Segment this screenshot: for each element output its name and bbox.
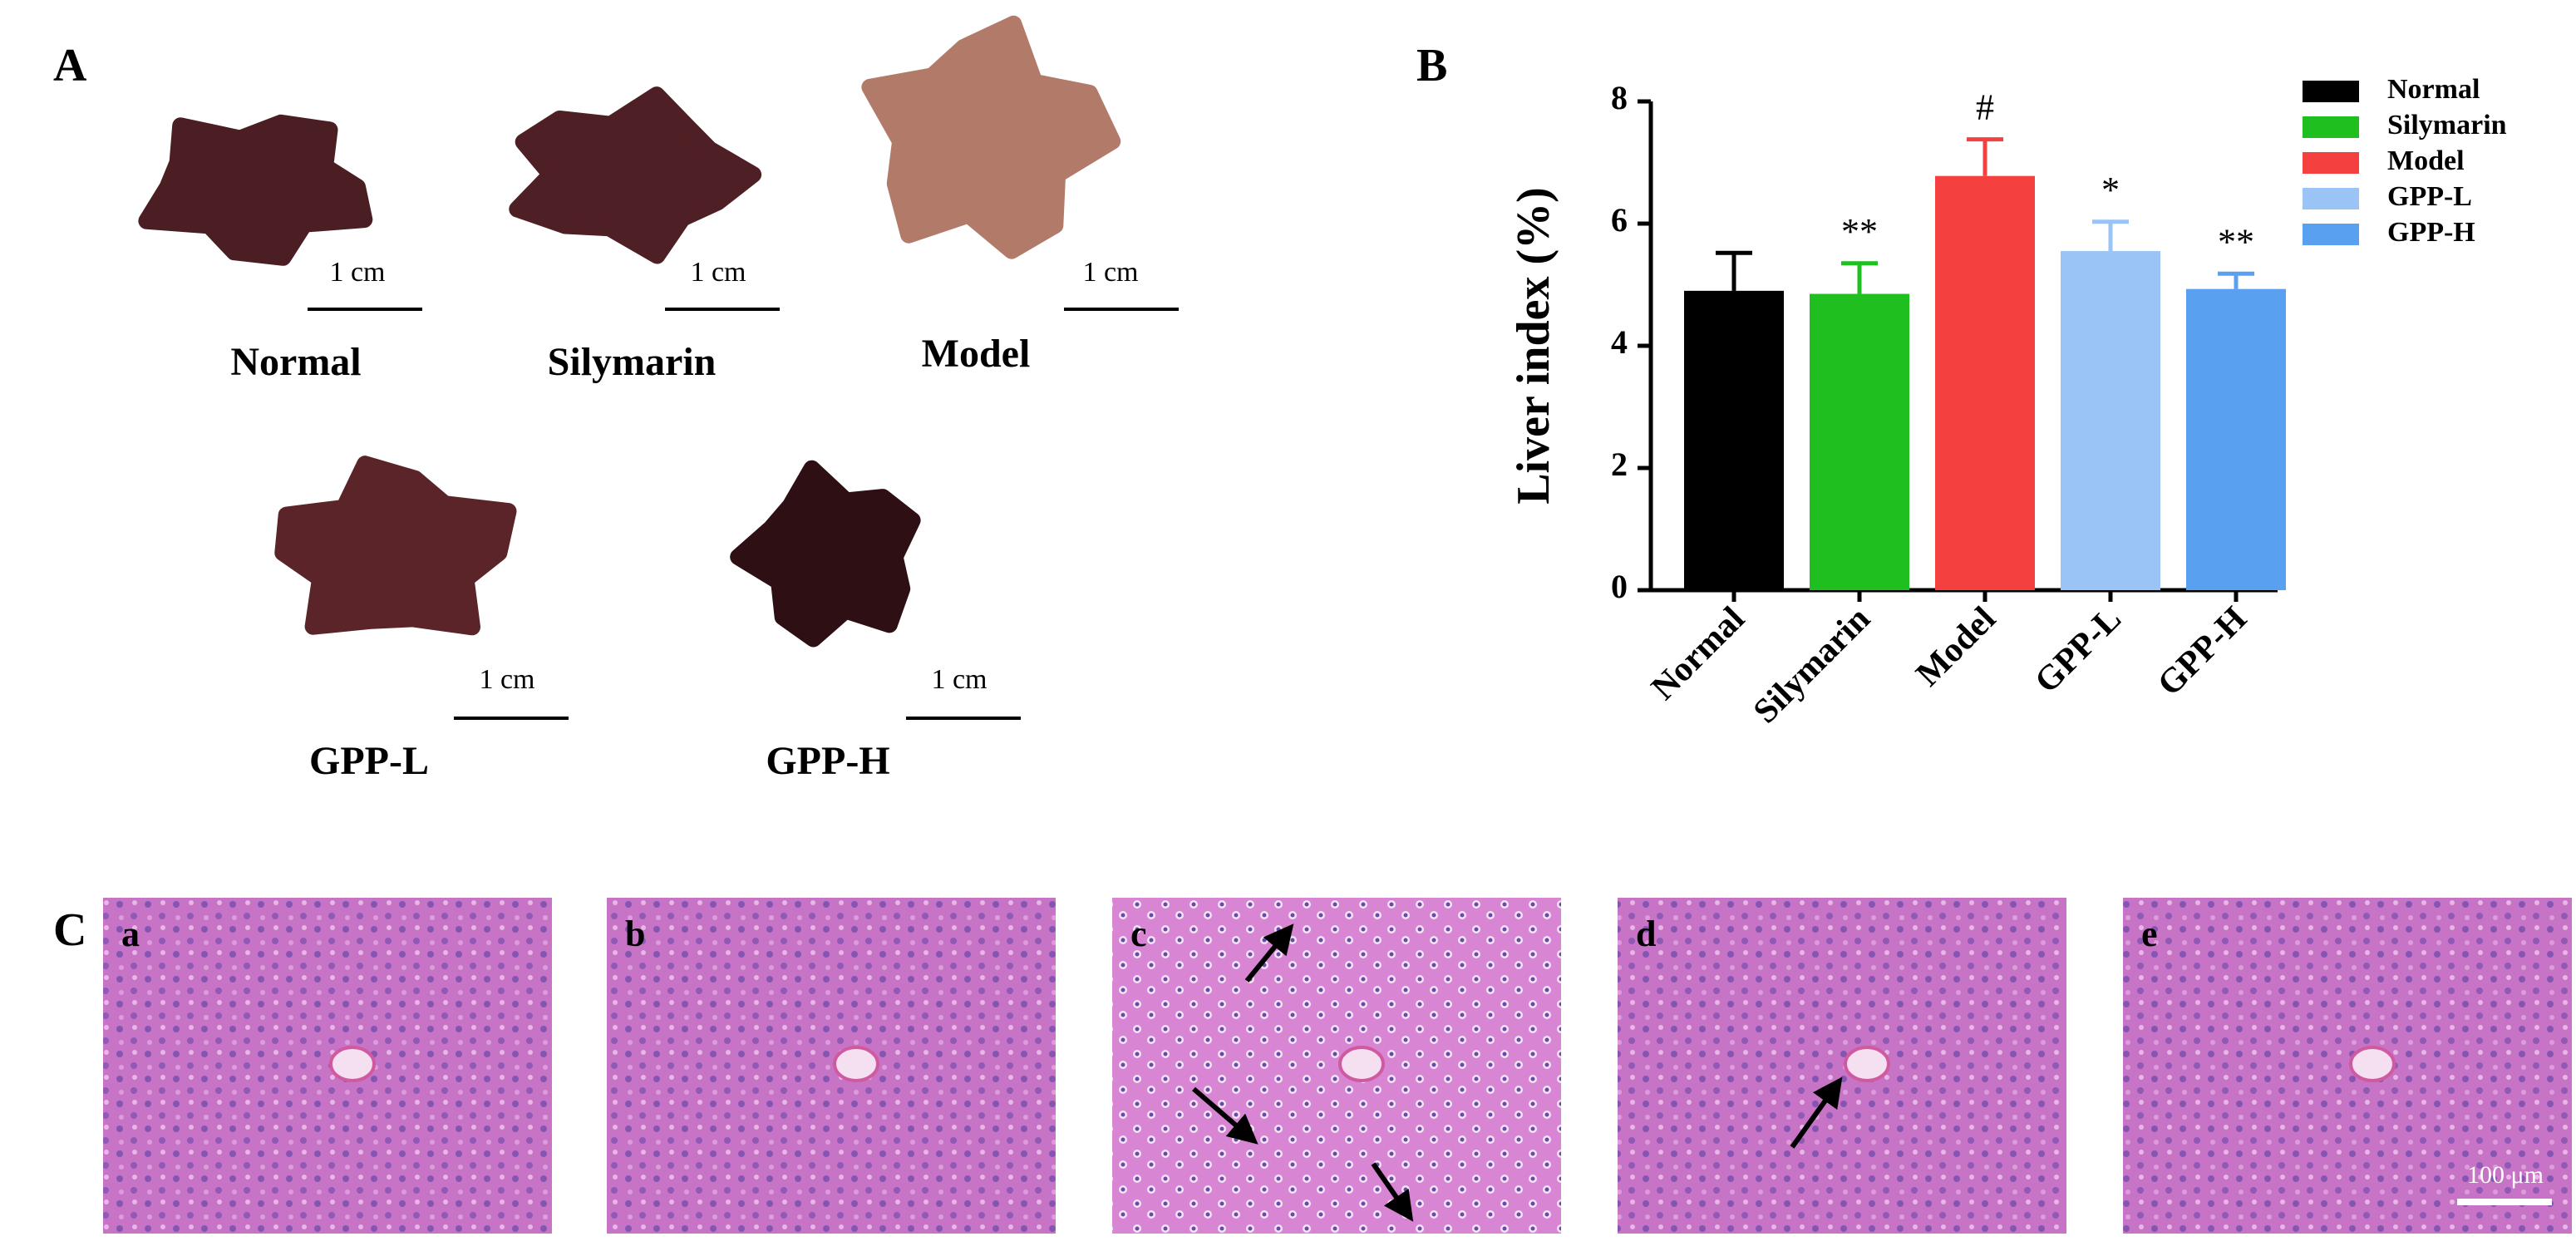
significance-label: # — [1976, 87, 1994, 128]
y-tick-label: 2 — [1611, 446, 1628, 483]
bar — [1810, 293, 1909, 590]
vessel — [1844, 1046, 1890, 1082]
scale-label: 1 cm — [329, 257, 385, 288]
scale-label: 1 cm — [931, 664, 987, 695]
image-label: d — [1636, 914, 1656, 954]
legend-label: GPP-L — [2387, 181, 2472, 212]
liver-label: Normal — [230, 340, 361, 384]
y-tick-label: 8 — [1611, 79, 1628, 116]
legend-label: Normal — [2387, 74, 2480, 105]
liver-label: Silymarin — [548, 340, 717, 384]
vessel — [329, 1046, 376, 1082]
liver-label: GPP-H — [766, 739, 889, 783]
image-label: c — [1130, 914, 1147, 954]
liver-photo — [274, 456, 517, 636]
histology-image — [607, 898, 1056, 1234]
liver-label: GPP-L — [309, 739, 429, 783]
significance-label: * — [2101, 170, 2120, 210]
panel-label: A — [53, 40, 87, 91]
bar — [1935, 175, 2035, 591]
legend-swatch — [2303, 224, 2359, 245]
histology-image — [1112, 898, 1561, 1234]
legend-label: GPP-H — [2387, 217, 2475, 248]
x-tick-label: Normal — [1644, 599, 1752, 707]
histology-image — [2123, 898, 2572, 1234]
liver-photo — [509, 86, 762, 264]
liver-photo — [730, 460, 921, 648]
legend-swatch — [2303, 81, 2359, 102]
histology-image — [103, 898, 552, 1234]
arrow — [1192, 1086, 1258, 1145]
vessel — [2349, 1046, 2396, 1082]
arrow — [1371, 1162, 1414, 1222]
image-label: a — [121, 914, 140, 954]
histology-image — [1618, 898, 2066, 1234]
y-tick-label: 0 — [1611, 568, 1628, 605]
legend-swatch — [2303, 188, 2359, 209]
y-tick-label: 6 — [1611, 201, 1628, 239]
y-axis-label: Liver index (%) — [1508, 187, 1559, 505]
scale-label: 1 cm — [479, 664, 534, 695]
scale-label: 1 cm — [690, 257, 746, 288]
scale-label: 100 μm — [2467, 1161, 2544, 1189]
scale-label: 1 cm — [1082, 257, 1138, 288]
vessel — [1338, 1046, 1385, 1082]
bar — [2186, 288, 2286, 590]
panel-label: B — [1416, 40, 1447, 91]
legend-label: Model — [2387, 145, 2465, 176]
bar — [2061, 251, 2160, 590]
legend-label: Silymarin — [2387, 110, 2507, 140]
arrow — [1244, 924, 1294, 983]
legend-swatch — [2303, 116, 2359, 138]
x-tick-label: GPP-H — [2150, 599, 2254, 703]
liver-label: Model — [922, 332, 1031, 376]
legend-swatch — [2303, 152, 2359, 174]
image-label: b — [625, 914, 645, 954]
significance-label: ** — [2218, 221, 2254, 262]
arrow — [1790, 1076, 1843, 1149]
liver-photo — [861, 15, 1121, 259]
x-tick-label: GPP-L — [2027, 599, 2129, 701]
bar — [1684, 290, 1784, 590]
significance-label: ** — [1841, 211, 1878, 252]
panel-label: C — [53, 904, 86, 956]
y-tick-label: 4 — [1611, 323, 1628, 361]
x-tick-label: Silymarin — [1746, 599, 1878, 731]
x-tick-label: Model — [1909, 599, 2003, 693]
image-label: e — [2141, 914, 2158, 954]
liver-photo — [138, 114, 373, 266]
vessel — [833, 1046, 879, 1082]
